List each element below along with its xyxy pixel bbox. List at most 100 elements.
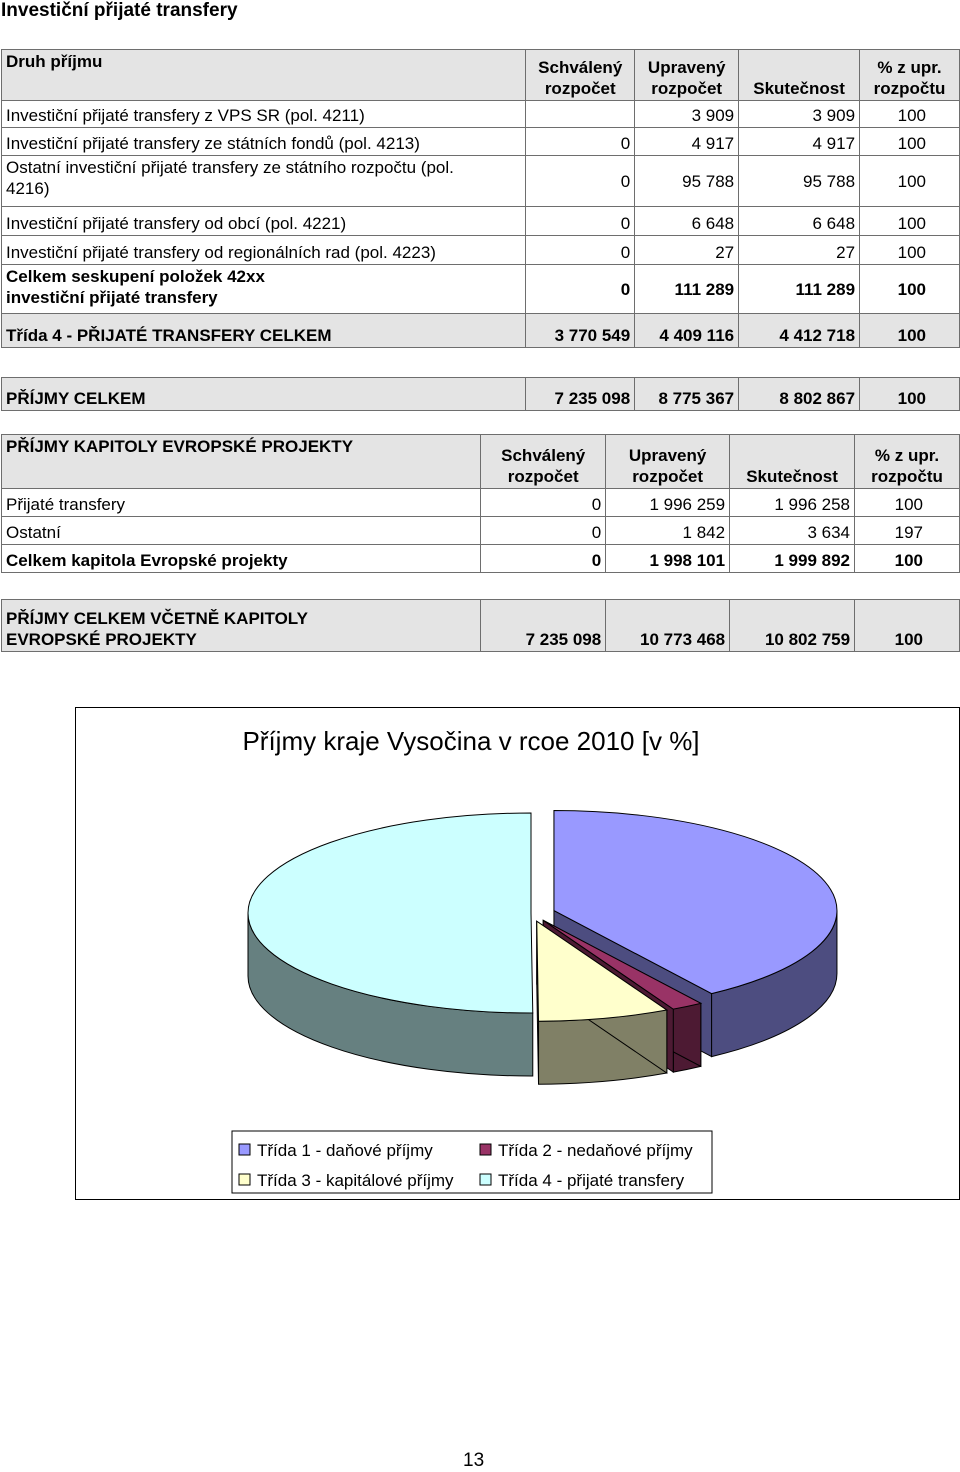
table-header-row: PŘÍJMY KAPITOLY EVROPSKÉ PROJEKTY Schvál… <box>0 434 960 489</box>
approved-value: 7 235 098 <box>480 599 607 652</box>
legend-box <box>231 1130 713 1194</box>
adjusted-value: 111 289 <box>634 264 740 314</box>
table-row: Investiční přijaté transfery z VPS SR (p… <box>0 100 960 128</box>
percent-value: 100 <box>859 206 960 236</box>
percent-value: 100 <box>854 599 960 652</box>
row-label: PŘÍJMY CELKEM VČETNĚ KAPITOLY EVROPSKÉ P… <box>0 599 482 652</box>
percent-value: 100 <box>859 264 960 314</box>
actual-value: 1 999 892 <box>729 544 856 573</box>
table-row: Investiční přijaté transfery ze státních… <box>0 127 960 156</box>
row-label: Investiční přijaté transfery od regionál… <box>0 235 527 265</box>
row-label: Ostatní <box>0 516 482 545</box>
legend-label: Třída 2 - nedaňové příjmy <box>498 1141 693 1160</box>
approved-value: 0 <box>525 206 636 236</box>
legend-swatch <box>479 1143 492 1156</box>
column-header-label: Druh příjmu <box>0 49 527 101</box>
pie-slice-top <box>247 812 534 1014</box>
column-header-approved: Schválený rozpočet <box>480 434 607 489</box>
approved-value <box>525 100 636 128</box>
grand-total-row: PŘÍJMY CELKEM VČETNĚ KAPITOLY EVROPSKÉ P… <box>0 599 960 652</box>
column-header-actual: Skutečnost <box>729 434 856 489</box>
actual-value: 95 788 <box>738 155 861 207</box>
percent-value: 100 <box>854 488 960 517</box>
legend-label: Třída 1 - daňové příjmy <box>257 1141 433 1160</box>
legend-label: Třída 4 - přijaté transfery <box>498 1171 685 1190</box>
page-number: 13 <box>463 1450 485 1471</box>
column-header-approved: Schválený rozpočet <box>525 49 636 101</box>
actual-value: 1 996 258 <box>729 488 856 517</box>
approved-value: 0 <box>525 127 636 156</box>
table-row: Investiční přijaté transfery od regionál… <box>0 235 960 265</box>
percent-value: 100 <box>859 155 960 207</box>
column-header-percent: % z upr. rozpočtu <box>859 49 960 101</box>
pie-slice-top <box>542 919 703 1010</box>
table-row: Přijaté transfery 0 1 996 259 1 996 258 … <box>0 488 960 517</box>
total-row: Třída 4 - PŘIJATÉ TRANSFERY CELKEM 3 770… <box>0 313 960 348</box>
actual-value: 10 802 759 <box>729 599 856 652</box>
adjusted-value: 1 996 259 <box>605 488 731 517</box>
column-header-actual: Skutečnost <box>738 49 861 101</box>
approved-value: 0 <box>480 516 607 545</box>
adjusted-value: 3 909 <box>634 100 740 128</box>
adjusted-value: 8 775 367 <box>634 377 740 411</box>
pie-chart-canvas: Třída 1 - daňové příjmy Třída 2 - nedaňov… <box>231 810 838 1194</box>
adjusted-value: 1 998 101 <box>605 544 731 573</box>
adjusted-value: 1 842 <box>605 516 731 545</box>
legend-label: Třída 3 - kapitálové příjmy <box>257 1171 454 1190</box>
actual-value: 111 289 <box>738 264 861 314</box>
percent-value: 197 <box>854 516 960 545</box>
approved-value: 3 770 549 <box>525 313 636 348</box>
row-label: Investiční přijaté transfery z VPS SR (p… <box>0 100 527 128</box>
adjusted-value: 4 409 116 <box>634 313 740 348</box>
percent-value: 100 <box>859 377 960 411</box>
legend-swatch <box>479 1173 492 1186</box>
section-heading: Investiční přijaté transfery <box>1 0 238 21</box>
percent-value: 100 <box>859 235 960 265</box>
percent-value: 100 <box>859 127 960 156</box>
approved-value: 0 <box>525 235 636 265</box>
actual-value: 6 648 <box>738 206 861 236</box>
table-row: Ostatní investiční přijaté transfery ze … <box>0 155 960 207</box>
table-header-row: Druh příjmu Schválený rozpočet Upravený … <box>0 49 960 101</box>
actual-value: 4 412 718 <box>738 313 861 348</box>
pie-slice-top <box>553 810 838 995</box>
actual-value: 4 917 <box>738 127 861 156</box>
row-label: PŘÍJMY CELKEM <box>0 377 527 411</box>
row-label: Investiční přijaté transfery od obcí (po… <box>0 206 527 236</box>
approved-value: 0 <box>525 264 636 314</box>
actual-value: 8 802 867 <box>738 377 861 411</box>
legend-swatch <box>238 1143 251 1156</box>
approved-value: 0 <box>480 544 607 573</box>
row-label: Celkem kapitola Evropské projekty <box>0 544 482 573</box>
row-label: Ostatní investiční přijaté transfery ze … <box>0 155 527 207</box>
row-label: Třída 4 - PŘIJATÉ TRANSFERY CELKEM <box>0 313 527 348</box>
subtotal-row: Celkem seskupení položek 42xx investiční… <box>0 264 960 314</box>
percent-value: 100 <box>854 544 960 573</box>
eu-projects-table: PŘÍJMY KAPITOLY EVROPSKÉ PROJEKTY Schvál… <box>0 434 960 573</box>
chart-legend: Třída 1 - daňové příjmy Třída 2 - nedaňov… <box>231 1130 713 1194</box>
adjusted-value: 4 917 <box>634 127 740 156</box>
adjusted-value: 6 648 <box>634 206 740 236</box>
investment-transfers-table: Druh příjmu Schválený rozpočet Upravený … <box>0 49 960 348</box>
legend-swatch <box>238 1173 251 1186</box>
approved-value: 0 <box>525 155 636 207</box>
column-header-label: PŘÍJMY KAPITOLY EVROPSKÉ PROJEKTY <box>0 434 482 489</box>
adjusted-value: 27 <box>634 235 740 265</box>
percent-value: 100 <box>859 100 960 128</box>
column-header-percent: % z upr. rozpočtu <box>854 434 960 489</box>
row-label: Přijaté transfery <box>0 488 482 517</box>
chart-title: Příjmy kraje Vysočina v rcoe 2010 [v %] <box>242 726 700 756</box>
row-label: Celkem seskupení položek 42xx investiční… <box>0 264 527 314</box>
grand-total-table: PŘÍJMY CELKEM VČETNĚ KAPITOLY EVROPSKÉ P… <box>0 599 960 652</box>
pie-slice-top <box>536 920 669 1022</box>
column-header-adjusted: Upravený rozpočet <box>634 49 740 101</box>
total-row: PŘÍJMY CELKEM 7 235 098 8 775 367 8 802 … <box>0 377 960 411</box>
pie-slice-3 <box>536 920 669 1085</box>
revenue-pie-chart: Příjmy kraje Vysočina v rcoe 2010 [v %] … <box>75 707 960 1200</box>
pie-slice-4 <box>247 812 534 1077</box>
adjusted-value: 95 788 <box>634 155 740 207</box>
row-label: Investiční přijaté transfery ze státních… <box>0 127 527 156</box>
percent-value: 100 <box>859 313 960 348</box>
approved-value: 7 235 098 <box>525 377 636 411</box>
table-row: Ostatní 0 1 842 3 634 197 <box>0 516 960 545</box>
